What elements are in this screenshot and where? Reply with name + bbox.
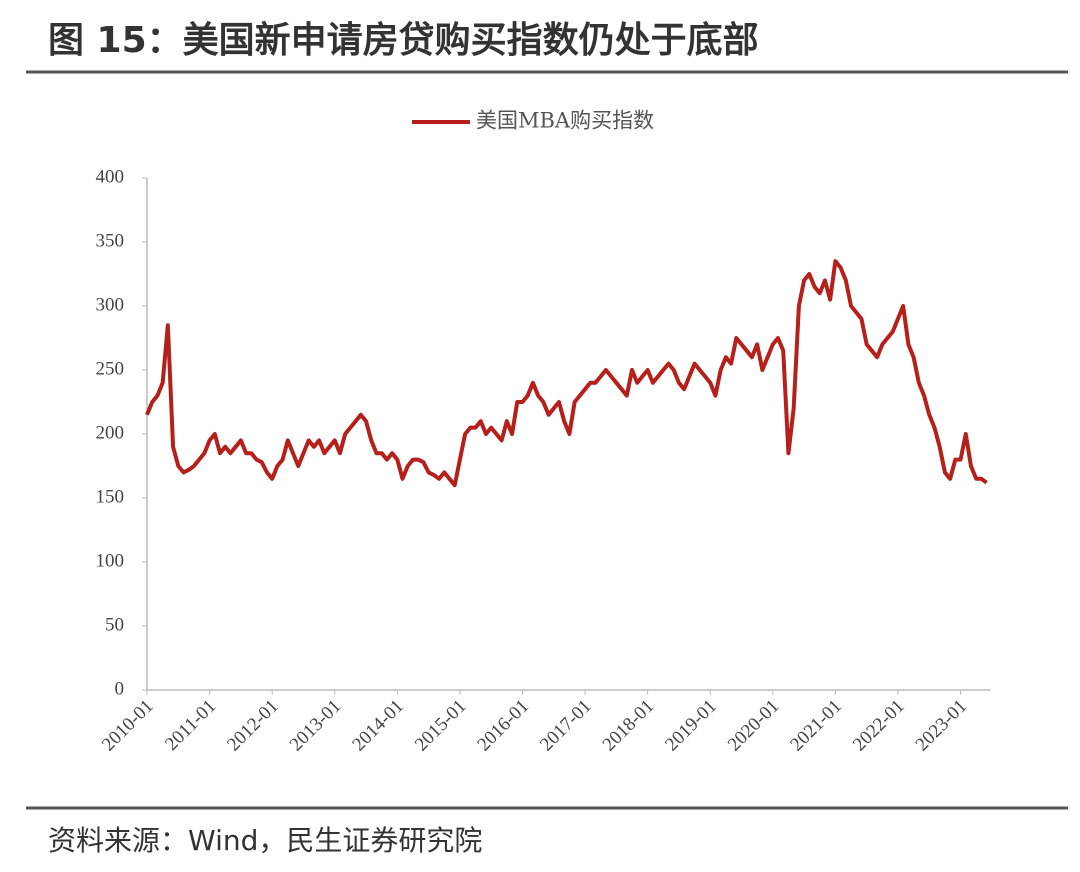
x-tick-label: 2021-01 [786,696,846,756]
x-tick-label: 2010-01 [98,696,158,756]
legend-label: 美国MBA购买指数 [476,109,654,133]
x-tick-label: 2020-01 [724,696,784,756]
y-tick-label: 100 [96,550,125,571]
y-tick-label: 50 [105,614,124,635]
x-tick-label: 2023-01 [912,696,972,756]
x-tick-label: 2022-01 [849,696,909,756]
x-tick-label: 2014-01 [348,696,408,756]
x-tick-label: 2016-01 [473,696,533,756]
x-tick-label: 2012-01 [223,696,283,756]
x-tick-label: 2011-01 [161,696,220,755]
x-tick-label: 2018-01 [599,696,659,756]
page-title: 图 15：美国新申请房贷购买指数仍处于底部 [48,20,759,61]
source: 资料来源：Wind，民生证券研究院 [48,824,482,857]
y-tick-label: 200 [96,422,125,443]
y-tick-label: 400 [96,166,125,187]
y-tick-label: 250 [96,358,125,379]
series-line [145,259,988,488]
x-tick-label: 2019-01 [661,696,721,756]
y-tick-label: 350 [96,230,125,251]
y-tick-label: 0 [115,678,125,699]
x-tick-label: 2013-01 [286,696,346,756]
y-tick-label: 300 [96,294,125,315]
x-tick-label: 2017-01 [536,696,596,756]
x-tick-label: 2015-01 [411,696,471,756]
y-tick-label: 150 [96,486,125,507]
